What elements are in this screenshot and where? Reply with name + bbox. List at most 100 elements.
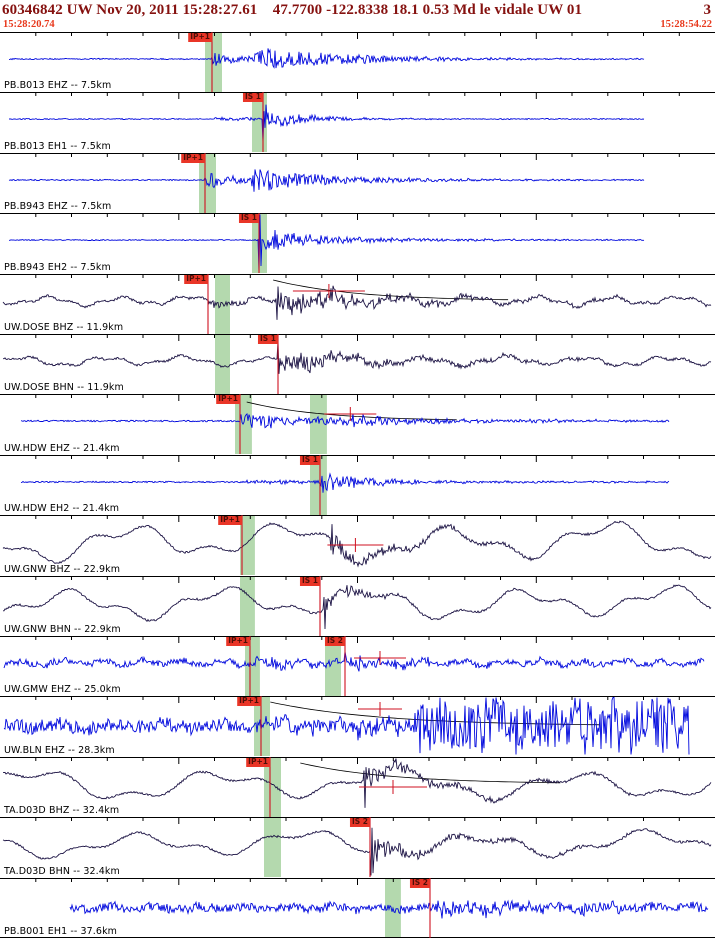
panel-background (0, 213, 715, 274)
waveform-canvas (0, 273, 715, 334)
waveform-trace (9, 214, 645, 272)
waveform-canvas (0, 92, 715, 153)
pick-flag[interactable]: IP+1 (181, 152, 205, 163)
station-channel-label: UW.HDW EHZ -- 21.4km (4, 442, 120, 454)
trace-panel-uw-gnw-bhz[interactable]: IP+1 UW.GNW BHZ -- 22.9km (0, 515, 715, 576)
panel-background (0, 273, 715, 334)
waveform-trace (20, 472, 670, 493)
pick-flag[interactable]: IP+1 (218, 515, 243, 526)
waveform-canvas (0, 575, 715, 636)
waveform-canvas (0, 454, 715, 515)
waveform-trace (9, 48, 645, 69)
trace-panel-uw-dose-bhz[interactable]: IP+1 UW.DOSE BHZ -- 11.9km (0, 273, 715, 335)
waveform-canvas (0, 817, 715, 878)
station-channel-label: PB.B001 EH1 -- 37.6km (4, 926, 118, 938)
waveform-canvas (0, 32, 715, 92)
waveform-canvas (0, 334, 715, 395)
pick-flag[interactable]: IS 1 (242, 92, 263, 103)
pick-flag[interactable]: IS 1 (300, 575, 321, 586)
waveform-trace (2, 285, 712, 320)
station-channel-label: PB.B013 EH1 -- 7.5km (4, 140, 111, 152)
window-end-time: 15:28:54.22 (660, 19, 712, 30)
waveform-canvas (0, 394, 715, 455)
panel-background (0, 92, 715, 153)
pick-window-band (199, 152, 216, 213)
station-channel-label: UW.HDW EH2 -- 21.4km (4, 503, 120, 515)
trace-panel-pb-b943-eh2[interactable]: IS 1 PB.B943 EH2 -- 7.5km (0, 213, 715, 274)
station-channel-label: UW.BLN EHZ -- 28.3km (4, 744, 115, 756)
pick-window-band (240, 575, 255, 636)
pick-flag[interactable]: IP+1 (216, 394, 241, 405)
waveform-canvas (0, 696, 715, 757)
event-header: 60346842 UW Nov 20, 2011 15:28:27.61 47.… (0, 0, 715, 19)
pick-flag[interactable]: IP+1 (237, 696, 261, 707)
trace-panel-pb-b013-ehz[interactable]: IP+1 PB.B013 EHZ -- 7.5km (0, 32, 715, 93)
panel-background (0, 756, 715, 817)
waveform-canvas (0, 877, 715, 938)
pick-window-band (215, 334, 230, 395)
pick-window-band (310, 394, 327, 455)
pick-flag[interactable]: IP+1 (184, 273, 208, 284)
waveform-canvas (0, 756, 715, 817)
pick-flag[interactable]: IS 2 (409, 877, 430, 888)
trace-panel-pb-b013-eh1[interactable]: IS 1 PB.B013 EH1 -- 7.5km (0, 92, 715, 153)
station-channel-label: TA.D03D BHN -- 32.4km (4, 865, 120, 877)
trace-panel-uw-hdw-eh2[interactable]: IS 1 UW.HDW EH2 -- 21.4km (0, 454, 715, 516)
waveform-canvas (0, 515, 715, 576)
pick-flag[interactable]: IS 1 (257, 334, 278, 345)
waveform-canvas (0, 636, 715, 697)
trace-panel-pb-b943-ehz[interactable]: IP+1 PB.B943 EHZ -- 7.5km (0, 152, 715, 214)
waveform-canvas (0, 213, 715, 274)
station-channel-label: UW.DOSE BHN -- 11.9km (4, 382, 124, 394)
pick-flag[interactable]: IS 2 (324, 636, 345, 647)
station-channel-label: UW.GNW BHN -- 22.9km (4, 624, 121, 636)
waveform-trace (3, 584, 712, 629)
waveform-trace (9, 105, 645, 143)
trace-page-count: 3 (703, 2, 712, 18)
station-channel-label: PB.B943 EHZ -- 7.5km (4, 201, 112, 213)
trace-panels: IP+1 PB.B013 EHZ -- 7.5km IS 1 PB.B013 EH1 … (0, 32, 715, 938)
pick-window-band (264, 817, 281, 878)
station-channel-label: PB.B013 EHZ -- 7.5km (4, 80, 112, 92)
panel-background (0, 454, 715, 515)
panel-background (0, 394, 715, 455)
waveform-trace (3, 651, 705, 672)
trace-panel-uw-gnw-bhn[interactable]: IS 1 UW.GNW BHN -- 22.9km (0, 575, 715, 637)
pick-flag[interactable]: IP+1 (246, 756, 270, 767)
pick-window-band (245, 636, 260, 697)
trace-panel-uw-hdw-ehz[interactable]: IP+1 UW.HDW EHZ -- 21.4km (0, 394, 715, 455)
waveform-trace (3, 341, 712, 374)
waveform-trace (2, 827, 712, 876)
station-channel-label: TA.D03D BHZ -- 32.4km (4, 805, 120, 817)
station-channel-label: UW.DOSE BHZ -- 11.9km (4, 322, 124, 334)
panel-background (0, 334, 715, 395)
pick-flag[interactable]: IS 1 (300, 454, 321, 465)
station-channel-label: PB.B943 EH2 -- 7.5km (4, 261, 111, 273)
pick-flag[interactable]: IP+1 (188, 32, 212, 42)
panel-background (0, 32, 715, 92)
event-summary: 60346842 UW Nov 20, 2011 15:28:27.61 47.… (2, 2, 583, 18)
pick-flag[interactable]: IS 1 (238, 213, 259, 224)
trace-panel-uw-gmw-ehz[interactable]: IP+1 IS 2 UW.GMW EHZ -- 25.0km (0, 636, 715, 697)
window-start-time: 15:28:20.74 (3, 19, 55, 30)
pick-window-band (310, 454, 327, 515)
trace-panel-uw-bln-ehz[interactable]: IP+1 UW.BLN EHZ -- 28.3km (0, 696, 715, 757)
pick-flag[interactable]: IP+1 (226, 636, 251, 647)
waveform-trace (2, 520, 712, 568)
station-channel-label: UW.GMW EHZ -- 25.0km (4, 684, 121, 696)
pick-window-band (264, 756, 281, 817)
trace-panel-ta-d03d-bhn[interactable]: IS 2 TA.D03D BHN -- 32.4km (0, 817, 715, 878)
waveform-trace (3, 697, 690, 756)
trace-panel-ta-d03d-bhz[interactable]: IP+1 TA.D03D BHZ -- 32.4km (0, 756, 715, 818)
panel-background (0, 152, 715, 213)
trace-panel-pb-b001-eh1[interactable]: IS 2 PB.B001 EH1 -- 37.6km (0, 877, 715, 938)
pick-window-band (325, 636, 341, 697)
waveform-trace (20, 413, 670, 429)
waveform-canvas (0, 152, 715, 213)
coda-decay-curve (300, 762, 561, 784)
station-channel-label: UW.GNW BHZ -- 22.9km (4, 563, 121, 575)
trace-panel-uw-dose-bhn[interactable]: IS 1 UW.DOSE BHN -- 11.9km (0, 334, 715, 395)
waveform-trace (3, 758, 712, 808)
pick-flag[interactable]: IS 2 (349, 817, 370, 828)
